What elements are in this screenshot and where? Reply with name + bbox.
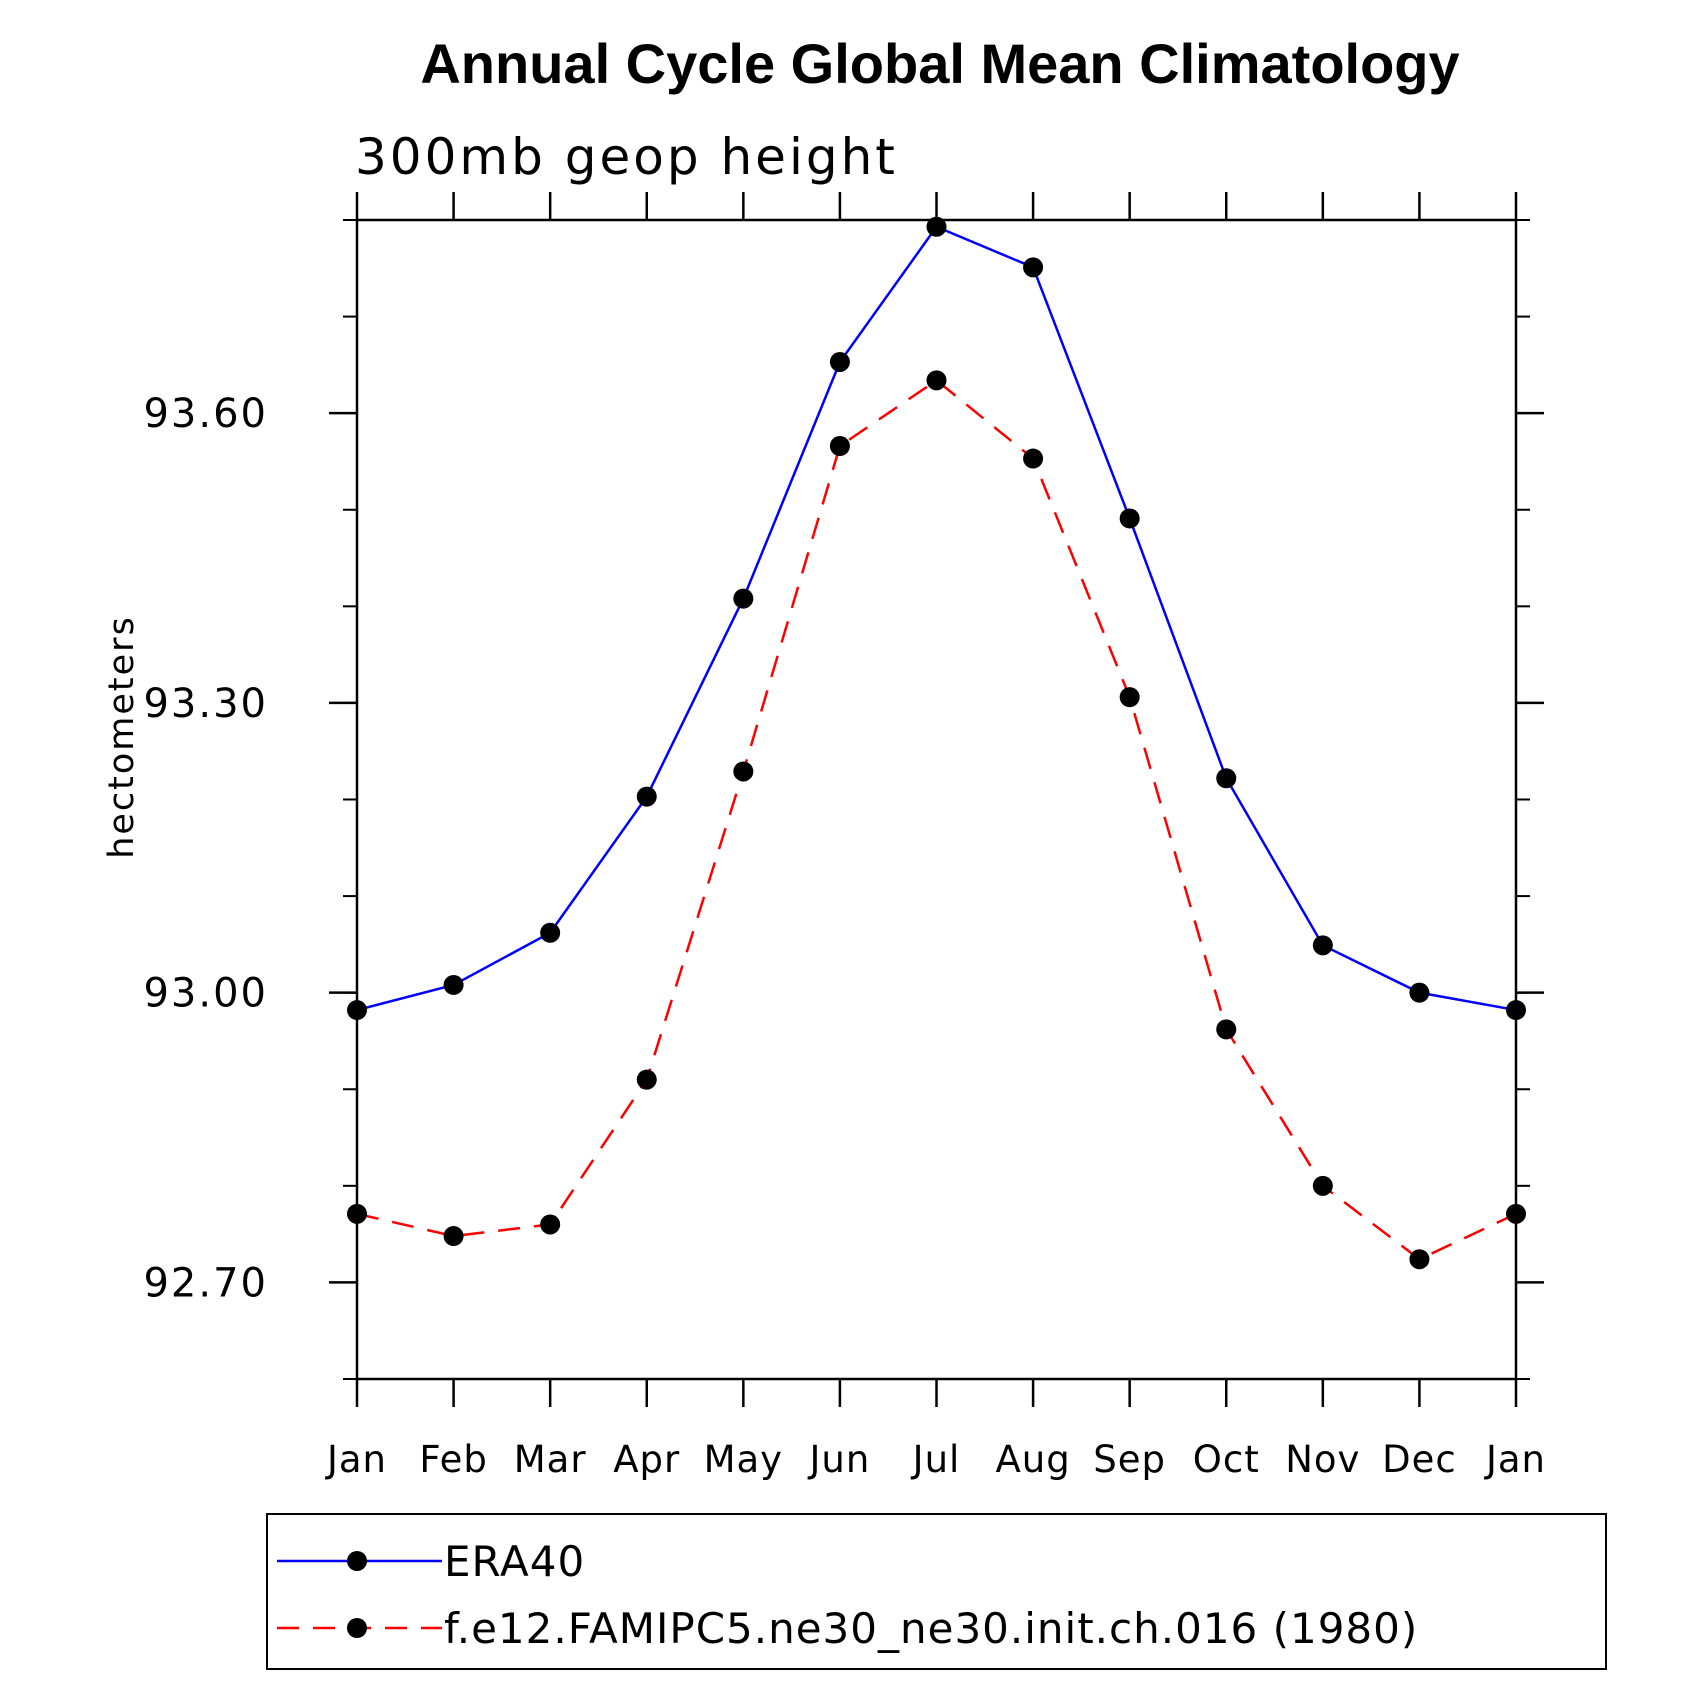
series-2-point [540, 1214, 561, 1235]
x-tick-label: Feb [419, 1438, 488, 1481]
plot-frame [355, 218, 1518, 1381]
x-tick-label: Aug [995, 1438, 1070, 1481]
x-tick-label: Jan [325, 1438, 387, 1481]
y-tick-label: 93.00 [143, 971, 268, 1017]
x-tick-label: Mar [514, 1438, 587, 1481]
x-tick-label: Nov [1285, 1438, 1360, 1481]
x-tick-labels: Jan Feb Mar Apr May Jun Jul Aug Sep Oct Nov Dec Jan [325, 1438, 1546, 1481]
x-tick-label: Jan [1484, 1438, 1546, 1481]
chart-subtitle: 300mb geop height [355, 128, 898, 186]
series-2-point [443, 1226, 464, 1247]
chart-title: Annual Cycle Global Mean Climatology [420, 32, 1459, 95]
series-1-point [1023, 257, 1044, 278]
series-line-2 [356, 378, 1517, 1261]
y-tick-label: 92.70 [143, 1260, 268, 1306]
series-1-point [829, 351, 850, 372]
x-tick-label: Sep [1093, 1438, 1166, 1481]
series-1-point [733, 588, 754, 609]
series-2-point [733, 761, 754, 782]
y-tick-label: 93.30 [143, 681, 268, 727]
series-2-point [1506, 1203, 1526, 1224]
legend-marker-2 [347, 1618, 367, 1638]
series-1-point [347, 1000, 367, 1021]
series-1-point [1312, 935, 1333, 956]
series-1-point [926, 216, 947, 237]
series-2-point [1023, 448, 1044, 469]
x-tick-label: Jun [808, 1438, 871, 1481]
series-2-point [1312, 1175, 1333, 1196]
legend: ERA40 f.e12.FAMIPC5.ne30_ne30.init.ch.016… [277, 1537, 1418, 1653]
x-tick-label: Apr [613, 1438, 680, 1481]
x-tick-label: Dec [1382, 1438, 1457, 1481]
series-1-point [636, 786, 657, 807]
series-line-1 [356, 225, 1517, 1012]
series-1-point [1119, 508, 1140, 529]
legend-marker-1 [347, 1551, 367, 1571]
series-2-point [1409, 1249, 1430, 1270]
x-tick-label: Oct [1193, 1438, 1260, 1481]
x-tick-label: Jul [911, 1438, 961, 1481]
series-1-point [1409, 982, 1430, 1003]
y-tick-label: 93.60 [143, 391, 268, 437]
series-2-point [926, 370, 947, 391]
series-2-point [1119, 687, 1140, 708]
series-2-point [636, 1069, 657, 1090]
series-2-point [1216, 1019, 1237, 1040]
series-1-point [443, 974, 464, 995]
series-1-point [1506, 1000, 1526, 1021]
y-axis-label: hectometers [102, 615, 142, 859]
axis-ticks [329, 192, 1544, 1407]
x-tick-label: May [704, 1438, 784, 1481]
series-1-point [540, 922, 561, 943]
legend-label-1: ERA40 [444, 1537, 585, 1586]
y-tick-labels: 93.60 93.30 93.00 92.70 [143, 391, 268, 1306]
series-2-point [829, 436, 850, 457]
series-1-point [1216, 768, 1237, 789]
legend-label-2: f.e12.FAMIPC5.ne30_ne30.init.ch.016 (198… [444, 1604, 1418, 1653]
series-layer [347, 216, 1526, 1270]
legend-box [266, 1513, 1607, 1670]
series-2-point [347, 1203, 367, 1224]
